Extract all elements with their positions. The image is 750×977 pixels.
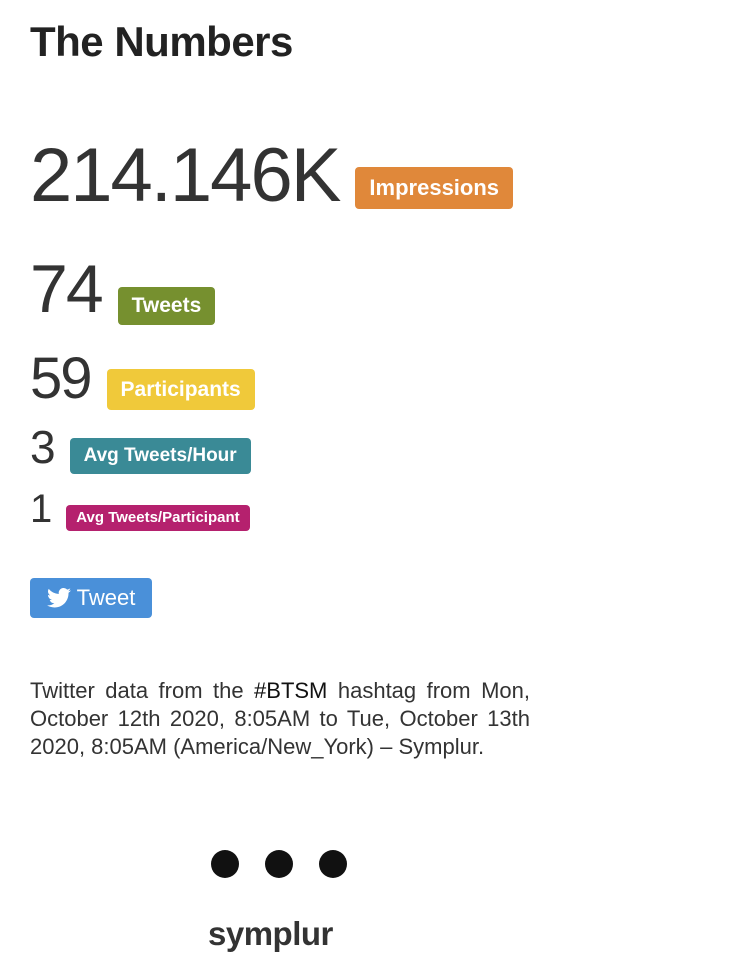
stat-row: 1 Avg Tweets/Participant [30, 487, 250, 532]
stat-label: Avg Tweets/Participant [66, 504, 250, 531]
stat-label: Impressions [355, 166, 514, 209]
stat-row: 214.146K Impressions [30, 132, 514, 219]
dots-icon [211, 850, 347, 878]
stat-row: 59 Participants [30, 345, 255, 412]
tweet-button-label: Tweet [76, 585, 136, 610]
title: The Numbers [30, 18, 293, 65]
stat-value: 1 [30, 487, 52, 531]
stat-label: Participants [106, 369, 255, 410]
stat-value: 59 [30, 346, 92, 411]
stat-label: Tweets [117, 287, 216, 325]
description-text: hashtag from Mon, October 12th 2020, 8:0… [30, 678, 530, 759]
twitter-icon [46, 588, 71, 608]
tweet-button[interactable]: Tweet [30, 578, 152, 618]
stat-value: 74 [30, 251, 104, 327]
stat-value: 3 [30, 421, 56, 473]
description: Twitter data from the #BTSM hashtag from… [30, 677, 530, 761]
logo-text: symplur [208, 915, 333, 952]
stat-label: Avg Tweets/Hour [69, 438, 251, 474]
stat-value: 214.146K [30, 133, 341, 218]
stat-row: 3 Avg Tweets/Hour [30, 420, 251, 474]
hashtag-link[interactable]: #BTSM [254, 678, 328, 703]
stat-row: 74 Tweets [30, 250, 216, 328]
description-text: Twitter data from the [30, 678, 244, 703]
